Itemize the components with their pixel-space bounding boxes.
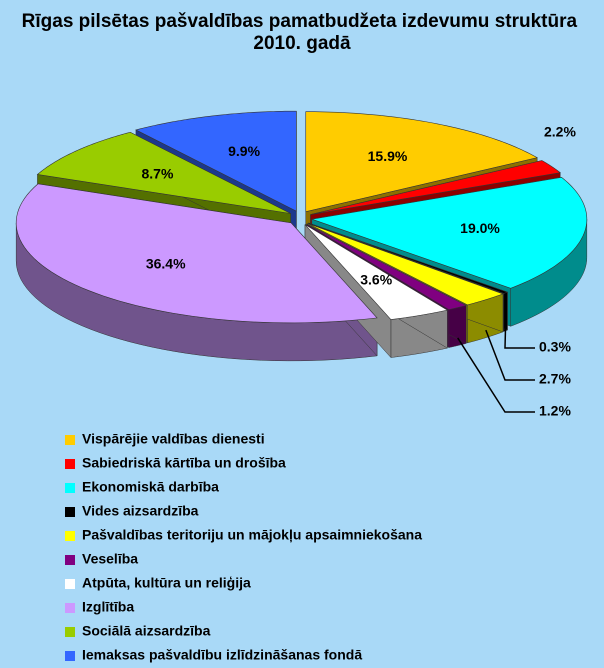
legend-swatch — [65, 603, 75, 613]
legend-label: Iemaksas pašvaldību izlīdzināšanas fondā — [82, 647, 362, 663]
legend-swatch — [65, 435, 75, 445]
slice — [311, 176, 588, 289]
legend-label: Sabiedriskā kārtība un drošība — [82, 455, 286, 471]
slice — [305, 111, 538, 213]
data-label: 9.9% — [228, 143, 260, 159]
legend-label: Vides aizsardzība — [82, 503, 199, 519]
legend-label: Ekonomiskā darbība — [82, 479, 219, 495]
slice — [306, 223, 468, 310]
leader-line — [485, 329, 535, 381]
leader-line — [457, 337, 535, 413]
legend-label: Sociālā aizsardzība — [82, 623, 211, 639]
data-label: 3.6% — [360, 272, 392, 288]
pie-tops — [15, 110, 588, 324]
slice — [304, 224, 449, 320]
legend-swatch — [65, 507, 75, 517]
legend-label: Vispārējie valdības dienesti — [82, 431, 265, 447]
data-label: 0.3% — [539, 339, 571, 355]
slice — [308, 222, 509, 294]
legend-label: Izglītība — [82, 599, 134, 615]
legend-swatch — [65, 627, 75, 637]
legend-swatch — [65, 579, 75, 589]
legend-swatch — [65, 483, 75, 493]
slice — [36, 131, 291, 214]
legend-label: Atpūta, kultūra un reliģija — [82, 575, 251, 591]
legend-swatch — [65, 555, 75, 565]
legend-swatch — [65, 651, 75, 661]
leader-line — [504, 323, 535, 349]
data-label: 1.2% — [539, 403, 571, 419]
slice — [310, 160, 561, 215]
data-label: 36.4% — [146, 256, 186, 272]
slice — [15, 183, 378, 324]
data-label: 15.9% — [368, 148, 408, 164]
slice — [135, 110, 297, 212]
legend-swatch — [65, 531, 75, 541]
data-label: 2.2% — [544, 124, 576, 140]
data-label: 19.0% — [460, 220, 500, 236]
legend-swatch — [65, 459, 75, 469]
slice — [307, 223, 504, 306]
legend-label: Veselība — [82, 551, 138, 567]
data-label: 2.7% — [539, 371, 571, 387]
chart-title: Rīgas pilsētas pašvaldības pamatbudžeta … — [22, 11, 583, 54]
legend-label: Pašvaldības teritoriju un mājokļu apsaim… — [82, 527, 422, 543]
data-label: 8.7% — [142, 165, 174, 181]
